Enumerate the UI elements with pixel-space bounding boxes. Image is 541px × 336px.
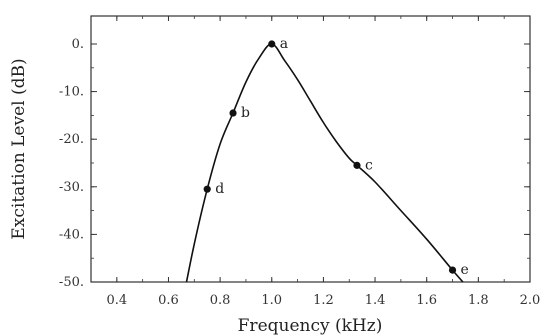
point-a-label: a (280, 36, 288, 52)
point-c-label: c (365, 157, 373, 173)
y-axis: 0. -10. -20. -30. -40. -50. (59, 37, 530, 290)
x-tick-label: 1.2 (313, 293, 334, 308)
marked-points: a b c d e (203, 36, 469, 278)
point-b-label: b (241, 105, 250, 121)
y-tick-label: 0. (72, 37, 84, 52)
point-e-marker (448, 266, 457, 274)
y-tick-label: -50. (59, 275, 84, 290)
y-axis-title: Excitation Level (dB) (9, 58, 29, 239)
point-d-label: d (215, 181, 224, 197)
x-tick-label: 0.8 (210, 293, 231, 308)
point-d-marker (203, 185, 211, 193)
x-tick-label: 1.6 (416, 293, 437, 308)
point-c-marker (353, 161, 361, 169)
y-tick-label: -40. (59, 227, 84, 242)
x-axis: 0.4 0.6 0.8 1.0 1.2 1.4 1.6 1.8 2.0 (90, 16, 541, 308)
x-tick-label: 0.4 (106, 293, 127, 308)
x-tick-label: 1.8 (468, 293, 489, 308)
x-tick-label: 2.0 (520, 293, 541, 308)
x-axis-title: Frequency (kHz) (238, 316, 383, 336)
plot-frame (90, 15, 531, 283)
x-tick-label: 1.4 (365, 293, 386, 308)
y-tick-label: -20. (59, 132, 84, 147)
point-e-label: e (461, 262, 469, 278)
y-tick-label: -30. (59, 180, 84, 195)
x-tick-label: 0.6 (158, 293, 179, 308)
y-tick-label: -10. (59, 85, 84, 100)
point-b-marker (229, 109, 237, 117)
x-tick-label: 1.0 (261, 293, 282, 308)
point-a-marker (268, 40, 276, 48)
excitation-curve (185, 43, 464, 283)
